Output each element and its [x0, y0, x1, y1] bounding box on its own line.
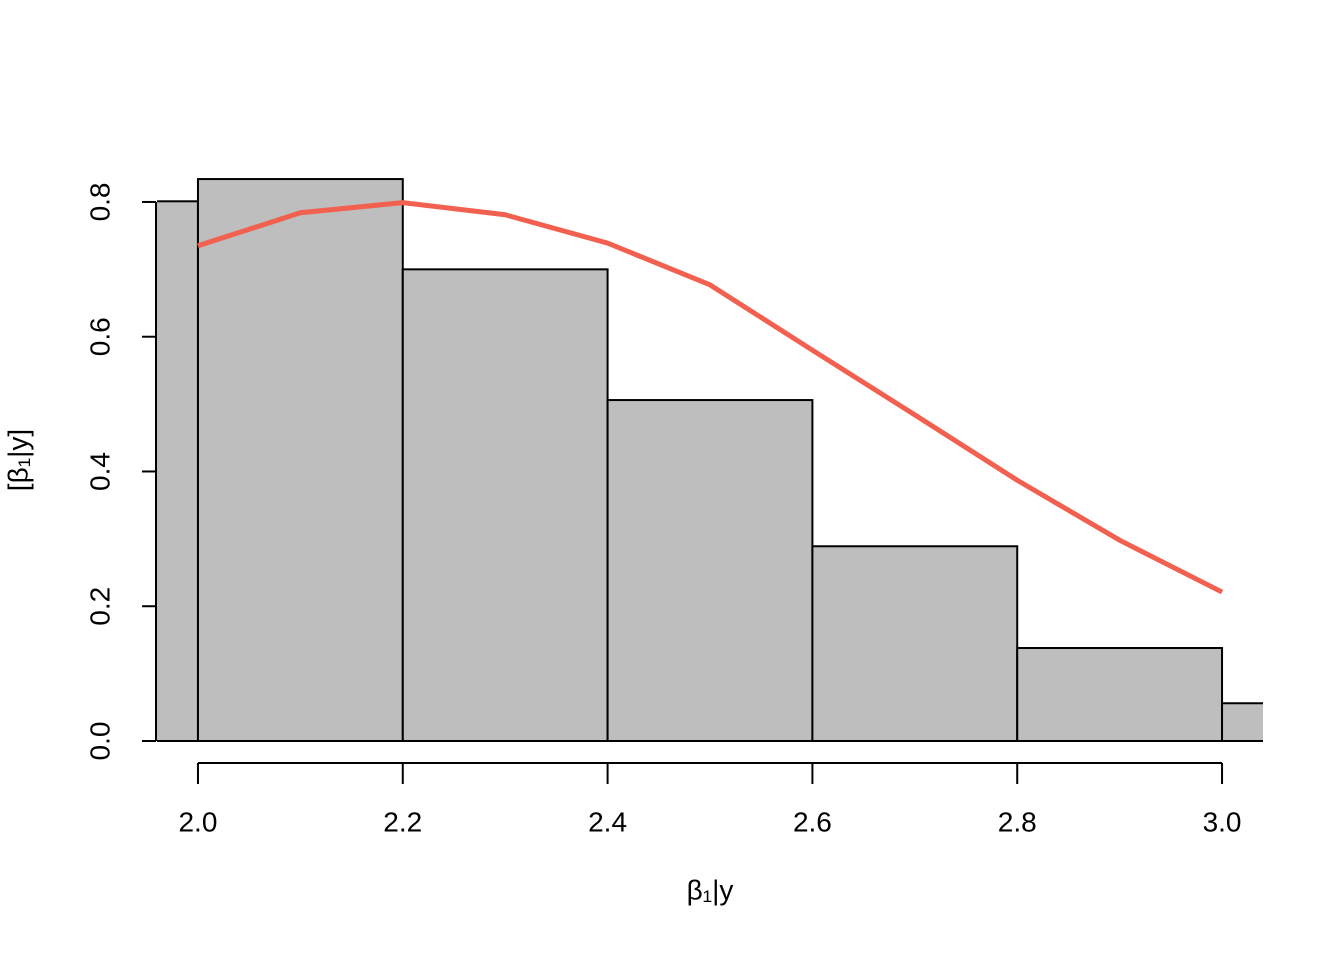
x-tick-label: 2.4 [588, 806, 627, 837]
bar [196, 178, 404, 742]
x-tick-label: 2.8 [998, 806, 1037, 837]
plot-area [157, 178, 1263, 742]
bar [606, 399, 814, 742]
y-axis-label: [β₁|y] [2, 429, 33, 491]
bar [1016, 647, 1224, 742]
y-tick-label: 0.8 [84, 182, 115, 221]
y-tick-label: 0.2 [84, 587, 115, 626]
y-tick-label: 0.6 [84, 317, 115, 356]
bar [811, 545, 1019, 742]
x-tick-label: 3.0 [1203, 806, 1242, 837]
y-tick-label: 0.4 [84, 452, 115, 491]
density-curve [197, 200, 1224, 595]
bar [1221, 702, 1263, 742]
x-tick-label: 2.0 [178, 806, 217, 837]
bar [401, 268, 609, 742]
x-axis-label: β₁|y [687, 874, 734, 905]
x-tick-label: 2.2 [383, 806, 422, 837]
x-tick-label: 2.6 [793, 806, 832, 837]
y-tick-label: 0.0 [84, 722, 115, 761]
